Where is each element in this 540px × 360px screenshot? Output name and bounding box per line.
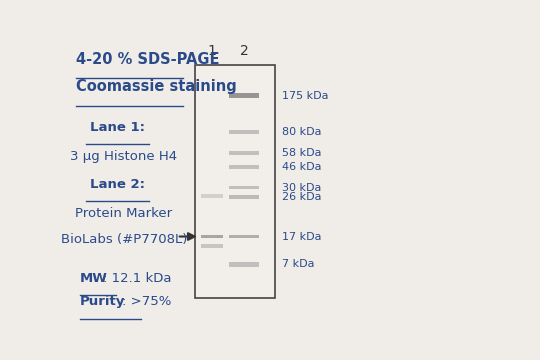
Text: 3 μg Histone H4: 3 μg Histone H4	[70, 150, 178, 163]
Bar	[229, 186, 259, 189]
Text: : >75%: : >75%	[122, 296, 171, 309]
Bar	[201, 194, 223, 198]
Text: 80 kDa: 80 kDa	[282, 127, 322, 137]
Bar	[229, 130, 259, 134]
Bar	[195, 66, 275, 298]
Text: 1: 1	[207, 44, 217, 58]
Text: 46 kDa: 46 kDa	[282, 162, 322, 172]
Bar	[201, 244, 223, 248]
Text: 7 kDa: 7 kDa	[282, 260, 315, 270]
Bar	[229, 195, 259, 199]
Text: MW: MW	[80, 272, 108, 285]
Text: Purity: Purity	[80, 296, 125, 309]
Text: : 12.1 kDa: : 12.1 kDa	[103, 272, 172, 285]
Bar	[201, 235, 223, 238]
Text: 26 kDa: 26 kDa	[282, 192, 322, 202]
Text: Lane 2:: Lane 2:	[90, 177, 145, 191]
Text: 17 kDa: 17 kDa	[282, 231, 322, 242]
Bar	[229, 93, 259, 98]
Text: Lane 1:: Lane 1:	[90, 121, 145, 134]
Bar	[229, 165, 259, 168]
Text: Protein Marker: Protein Marker	[76, 207, 173, 220]
Bar	[229, 235, 259, 238]
Bar	[229, 151, 259, 154]
Bar	[229, 262, 259, 266]
Text: 175 kDa: 175 kDa	[282, 91, 329, 101]
Text: 58 kDa: 58 kDa	[282, 148, 322, 158]
Text: Coomassie staining: Coomassie staining	[76, 79, 237, 94]
Text: 2: 2	[240, 44, 248, 58]
Text: 30 kDa: 30 kDa	[282, 183, 321, 193]
Text: BioLabs (#P7708L): BioLabs (#P7708L)	[61, 233, 187, 246]
Text: 4-20 % SDS-PAGE: 4-20 % SDS-PAGE	[76, 51, 219, 67]
